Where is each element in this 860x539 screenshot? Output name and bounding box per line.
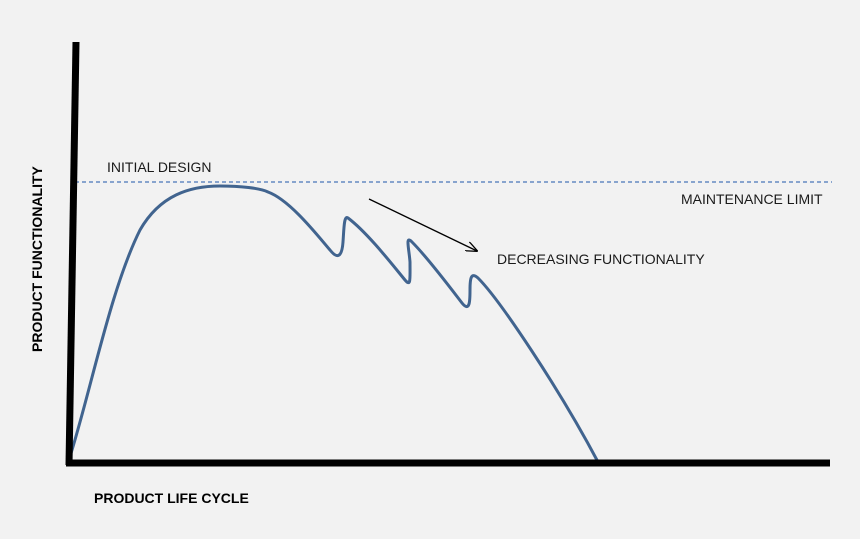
decreasing-functionality-label: DECREASING FUNCTIONALITY [497, 251, 705, 267]
y-axis [65, 41, 80, 466]
y-axis-title: PRODUCT FUNCTIONALITY [29, 165, 45, 352]
maintenance-limit-label: MAINTENANCE LIMIT [681, 191, 823, 207]
functionality-curve [66, 184, 600, 465]
initial-design-label: INITIAL DESIGN [107, 159, 212, 175]
x-axis-title: PRODUCT LIFE CYCLE [94, 490, 249, 506]
decreasing-arrow [368, 198, 477, 251]
